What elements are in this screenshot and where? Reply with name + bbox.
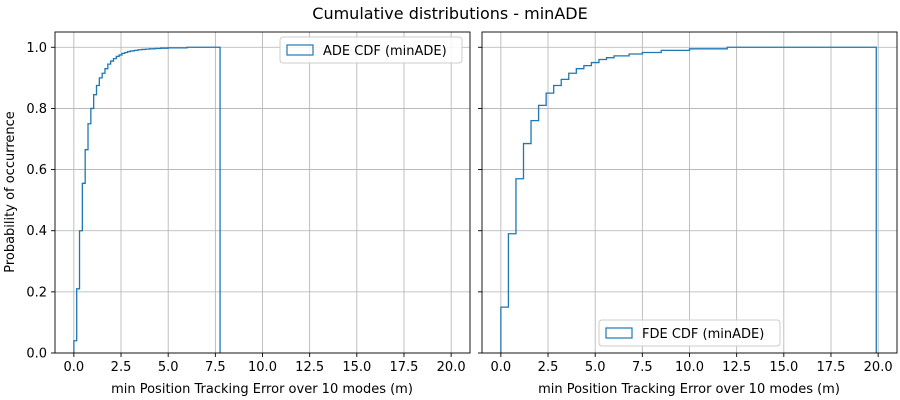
legend-box: [598, 319, 781, 347]
x-tick-label: 10.0: [675, 360, 704, 375]
figure-title: Cumulative distributions - minADE: [312, 4, 587, 23]
legend-label: FDE CDF (minADE): [642, 327, 764, 342]
x-tick-label: 20.0: [437, 360, 466, 375]
cdf-series-line: [73, 46, 221, 353]
y-tick-label: 0.4: [26, 224, 47, 239]
x-tick-label: 12.5: [295, 360, 324, 375]
y-axis-label: Probability of occurrence: [3, 111, 18, 273]
x-tick-label: 17.5: [817, 360, 846, 375]
x-axis-label-right: min Position Tracking Error over 10 mode…: [538, 382, 840, 397]
cdf-series-line: [500, 46, 877, 353]
x-tick-label: 15.0: [342, 360, 371, 375]
legend-swatch: [605, 327, 633, 339]
x-tick-label: 15.0: [769, 360, 798, 375]
fde-cdf-panel: 0.0 2.5 5.0 7.5 10.0 12.5 15.0 17.5 20.0 FDE CDF …: [478, 31, 898, 375]
y-tick-label: 0.2: [26, 285, 47, 300]
x-tick-label: 5.0: [158, 360, 179, 375]
x-tick-label: 7.5: [205, 360, 226, 375]
x-tick-label: 12.5: [722, 360, 751, 375]
x-tick-label: 0.0: [491, 360, 512, 375]
y-tick-label: 0.6: [26, 163, 47, 178]
x-tick-label: 2.5: [538, 360, 559, 375]
y-tick-label: 0.0: [26, 347, 47, 362]
x-tick-label: 10.0: [248, 360, 277, 375]
legend-box: [279, 36, 463, 64]
legend-label: ADE CDF (minADE): [323, 44, 447, 59]
y-tick-label: 0.8: [26, 102, 47, 117]
y-tick-label: 1.0: [26, 41, 47, 56]
ade-cdf-panel: 0.0 2.5 5.0 7.5 10.0 12.5 15.0 17.5 20.0 0.0 0.2 0.…: [26, 31, 471, 375]
x-tick-label: 0.0: [64, 360, 85, 375]
x-tick-label: 20.0: [864, 360, 893, 375]
x-tick-label: 17.5: [390, 360, 419, 375]
x-tick-label: 2.5: [111, 360, 132, 375]
legend-swatch: [286, 44, 314, 56]
x-tick-label: 5.0: [585, 360, 606, 375]
x-tick-label: 7.5: [632, 360, 653, 375]
x-axis-label-left: min Position Tracking Error over 10 mode…: [111, 382, 413, 397]
